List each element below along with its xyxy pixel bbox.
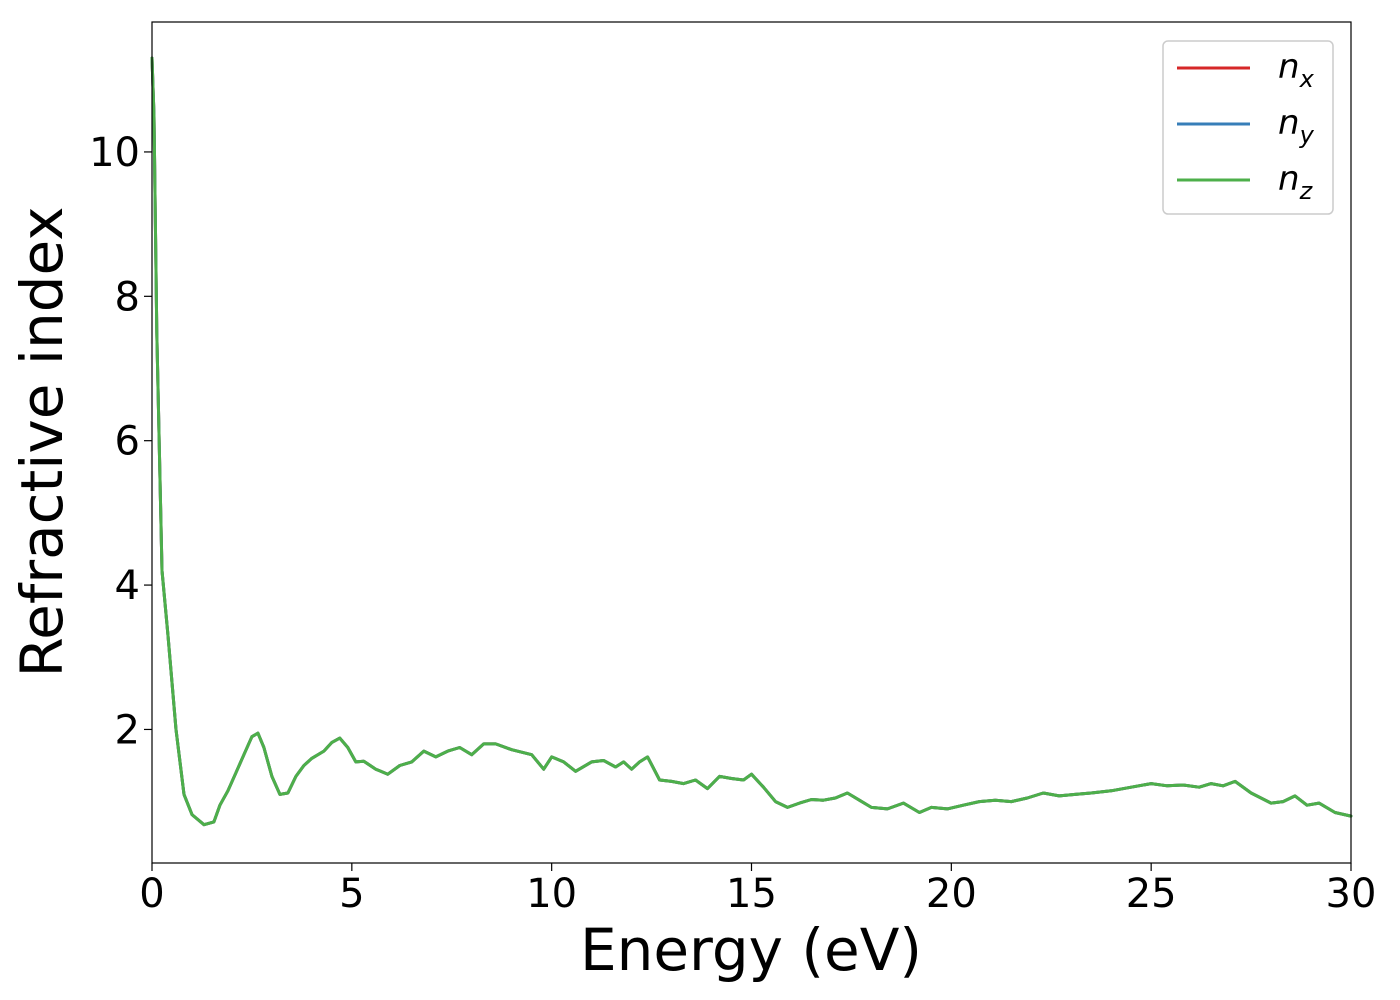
y-tick-label: 8	[115, 274, 140, 320]
legend-label-subscript: y	[1299, 121, 1315, 149]
x-tick-label: 30	[1326, 871, 1377, 917]
x-axis-label: Energy (eV)	[580, 916, 922, 984]
plot-background	[152, 22, 1351, 863]
legend-label-subscript: x	[1299, 65, 1315, 93]
series-layer	[150, 56, 1353, 827]
x-tick-label: 0	[139, 871, 164, 917]
x-tick-label: 20	[926, 871, 977, 917]
legend-label-y: ny	[1278, 103, 1315, 149]
series-line-z	[150, 56, 1353, 827]
y-tick-label: 4	[115, 563, 140, 609]
legend-frame	[1162, 40, 1334, 215]
y-axis-label: Refractive index	[8, 206, 76, 677]
x-tick-label: 25	[1126, 871, 1177, 917]
legend-label-base: n	[1278, 103, 1300, 143]
x-axis-ticks: 0 5 10 15 20 25 30	[139, 863, 1376, 917]
legend-label-z: nz	[1278, 159, 1314, 205]
y-axis-ticks: 2 4 6 8 10	[89, 130, 152, 753]
x-tick-label: 15	[726, 871, 777, 917]
y-tick-label: 2	[115, 707, 140, 753]
y-tick-label: 6	[115, 419, 140, 465]
legend-label-subscript: z	[1299, 177, 1314, 205]
legend-label-base: n	[1278, 159, 1300, 199]
y-tick-label: 10	[89, 130, 140, 176]
legend-label-base: n	[1278, 47, 1300, 87]
x-tick-label: 10	[526, 871, 577, 917]
x-tick-label: 5	[339, 871, 364, 917]
legend-label-x: nx	[1278, 47, 1315, 93]
